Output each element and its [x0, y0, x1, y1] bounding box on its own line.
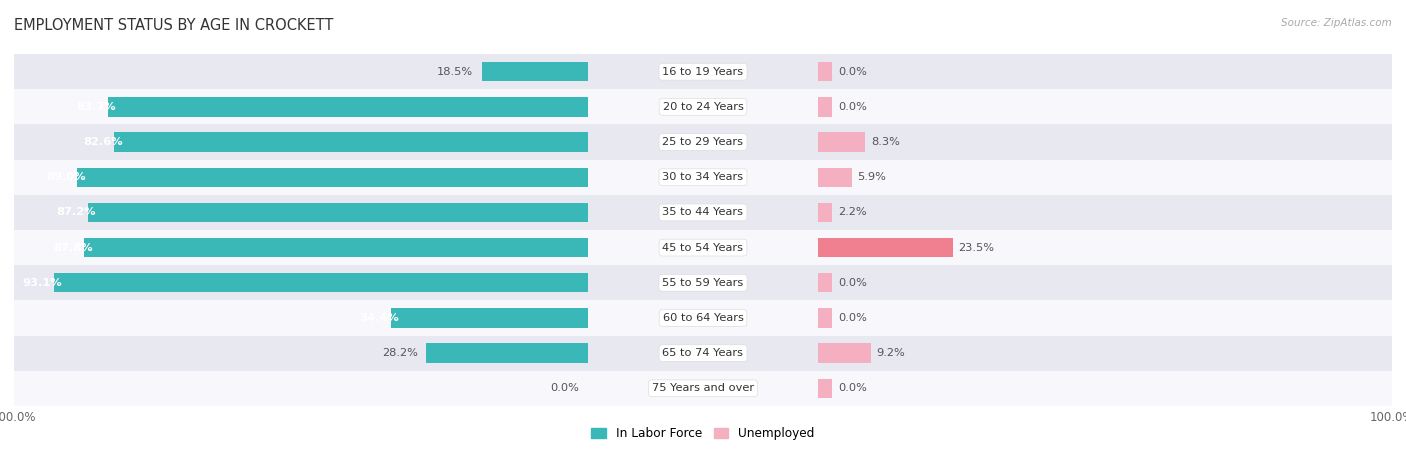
- Text: 83.7%: 83.7%: [77, 102, 117, 112]
- Bar: [818, 97, 832, 116]
- Text: 2.2%: 2.2%: [838, 207, 866, 217]
- Bar: [53, 273, 588, 292]
- Bar: [482, 62, 588, 81]
- Text: 89.0%: 89.0%: [46, 172, 86, 182]
- Bar: [14, 300, 588, 336]
- Text: 0.0%: 0.0%: [838, 383, 866, 393]
- Text: 0.0%: 0.0%: [838, 67, 866, 77]
- Legend: In Labor Force, Unemployed: In Labor Force, Unemployed: [586, 422, 820, 445]
- Text: 5.9%: 5.9%: [858, 172, 886, 182]
- Bar: [14, 195, 588, 230]
- Bar: [588, 124, 818, 160]
- Text: 0.0%: 0.0%: [838, 278, 866, 288]
- Bar: [588, 230, 818, 265]
- Bar: [818, 168, 852, 187]
- Bar: [14, 371, 588, 406]
- Text: 8.3%: 8.3%: [872, 137, 900, 147]
- Text: 87.2%: 87.2%: [56, 207, 96, 217]
- Bar: [588, 160, 818, 195]
- Text: 87.8%: 87.8%: [53, 243, 93, 253]
- Bar: [391, 308, 588, 327]
- Bar: [588, 54, 818, 89]
- Text: 93.1%: 93.1%: [22, 278, 62, 288]
- Text: 35 to 44 Years: 35 to 44 Years: [662, 207, 744, 217]
- Text: 60 to 64 Years: 60 to 64 Years: [662, 313, 744, 323]
- Text: Source: ZipAtlas.com: Source: ZipAtlas.com: [1281, 18, 1392, 28]
- Bar: [818, 133, 866, 152]
- Bar: [14, 160, 588, 195]
- Bar: [818, 54, 1392, 89]
- Text: 45 to 54 Years: 45 to 54 Years: [662, 243, 744, 253]
- Bar: [818, 230, 1392, 265]
- Text: 30 to 34 Years: 30 to 34 Years: [662, 172, 744, 182]
- Bar: [818, 379, 832, 398]
- Text: 20 to 24 Years: 20 to 24 Years: [662, 102, 744, 112]
- Bar: [818, 203, 832, 222]
- Bar: [87, 203, 588, 222]
- Bar: [77, 168, 588, 187]
- Bar: [14, 54, 588, 89]
- Bar: [588, 195, 818, 230]
- Text: 55 to 59 Years: 55 to 59 Years: [662, 278, 744, 288]
- Bar: [588, 265, 818, 300]
- Bar: [14, 89, 588, 124]
- Text: 16 to 19 Years: 16 to 19 Years: [662, 67, 744, 77]
- Bar: [108, 97, 588, 116]
- Bar: [818, 89, 1392, 124]
- Bar: [14, 336, 588, 371]
- Text: 25 to 29 Years: 25 to 29 Years: [662, 137, 744, 147]
- Bar: [588, 336, 818, 371]
- Bar: [818, 62, 832, 81]
- Bar: [818, 371, 1392, 406]
- Text: 82.6%: 82.6%: [83, 137, 122, 147]
- Bar: [588, 300, 818, 336]
- Bar: [588, 89, 818, 124]
- Bar: [818, 308, 832, 327]
- Text: 0.0%: 0.0%: [838, 102, 866, 112]
- Text: 28.2%: 28.2%: [382, 348, 418, 358]
- Bar: [14, 230, 588, 265]
- Text: 18.5%: 18.5%: [437, 67, 474, 77]
- Text: 75 Years and over: 75 Years and over: [652, 383, 754, 393]
- Bar: [818, 344, 870, 363]
- Text: EMPLOYMENT STATUS BY AGE IN CROCKETT: EMPLOYMENT STATUS BY AGE IN CROCKETT: [14, 18, 333, 33]
- Bar: [818, 238, 953, 257]
- Bar: [818, 124, 1392, 160]
- Bar: [818, 300, 1392, 336]
- Bar: [818, 195, 1392, 230]
- Bar: [114, 133, 588, 152]
- Bar: [818, 336, 1392, 371]
- Bar: [14, 265, 588, 300]
- Bar: [426, 344, 588, 363]
- Text: 9.2%: 9.2%: [876, 348, 905, 358]
- Text: 23.5%: 23.5%: [959, 243, 994, 253]
- Bar: [14, 124, 588, 160]
- Bar: [84, 238, 588, 257]
- Bar: [588, 371, 818, 406]
- Text: 0.0%: 0.0%: [838, 313, 866, 323]
- Text: 34.4%: 34.4%: [360, 313, 399, 323]
- Bar: [818, 160, 1392, 195]
- Bar: [818, 273, 832, 292]
- Text: 0.0%: 0.0%: [551, 383, 579, 393]
- Text: 65 to 74 Years: 65 to 74 Years: [662, 348, 744, 358]
- Bar: [818, 265, 1392, 300]
